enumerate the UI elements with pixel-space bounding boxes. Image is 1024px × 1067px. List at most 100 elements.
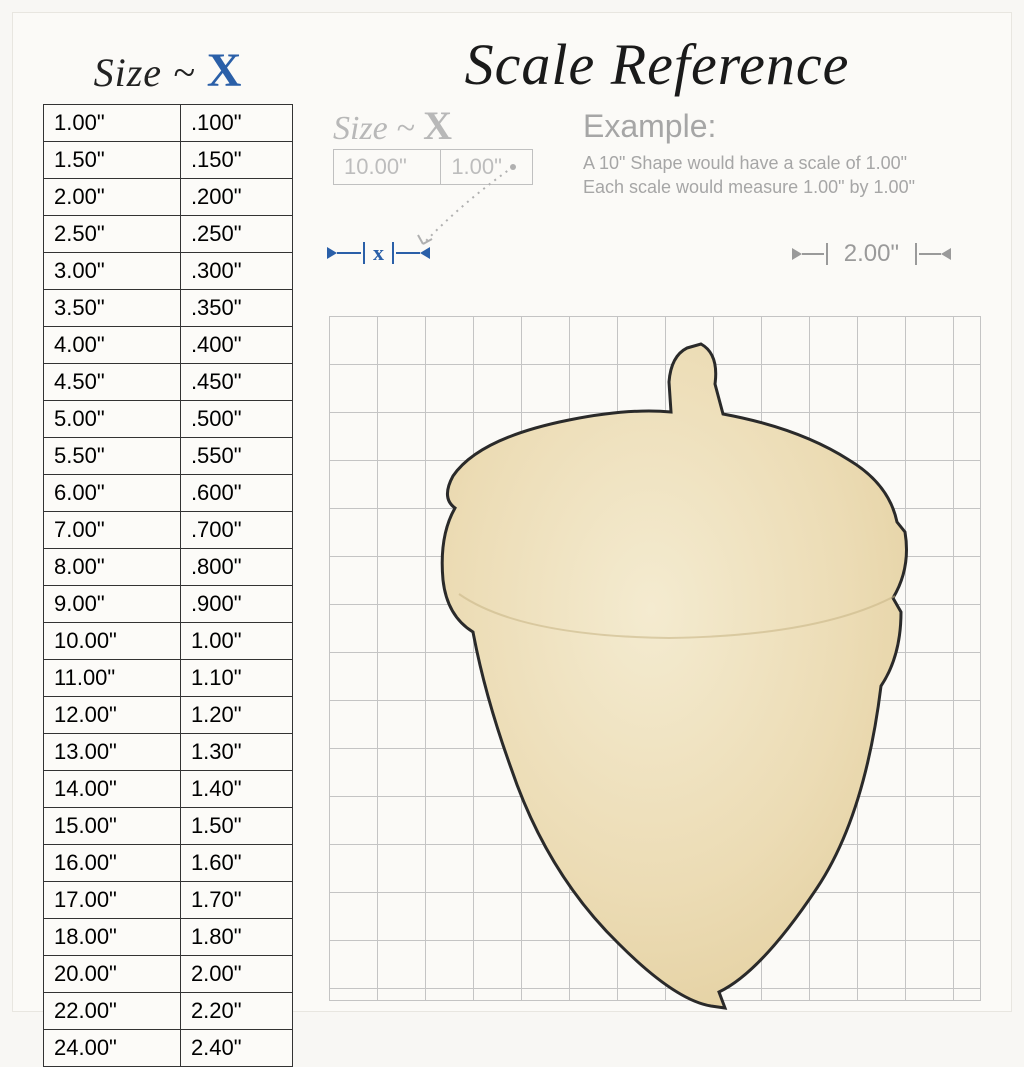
table-cell: 1.60" bbox=[180, 845, 292, 882]
table-cell: 6.00" bbox=[44, 475, 181, 512]
table-cell: 2.40" bbox=[180, 1030, 292, 1067]
example-heading: Example: bbox=[583, 108, 991, 145]
example-line-2: Each scale would measure 1.00" by 1.00" bbox=[583, 175, 991, 199]
table-row: 20.00"2.00" bbox=[44, 956, 293, 993]
table-cell: .400" bbox=[180, 327, 292, 364]
table-cell: 8.00" bbox=[44, 549, 181, 586]
indicator-line bbox=[919, 253, 941, 255]
table-row: 3.50".350" bbox=[44, 290, 293, 327]
mini-title-x: X bbox=[423, 103, 452, 148]
table-cell: 16.00" bbox=[44, 845, 181, 882]
main-title: Scale Reference bbox=[323, 31, 991, 98]
mini-size-block: Size ~ X 10.00" 1.00" bbox=[333, 102, 543, 185]
table-cell: 18.00" bbox=[44, 919, 181, 956]
table-row: 10.00"1.00" bbox=[44, 623, 293, 660]
acorn-icon bbox=[419, 336, 919, 1016]
table-row: 6.00".600" bbox=[44, 475, 293, 512]
mini-size-table: 10.00" 1.00" bbox=[333, 149, 533, 185]
table-cell: 2.50" bbox=[44, 216, 181, 253]
table-row: 2.00".200" bbox=[44, 179, 293, 216]
table-row: 14.00"1.40" bbox=[44, 771, 293, 808]
example-block: Example: A 10" Shape would have a scale … bbox=[583, 102, 991, 200]
table-cell: 1.50" bbox=[44, 142, 181, 179]
example-line-1: A 10" Shape would have a scale of 1.00" bbox=[583, 151, 991, 175]
indicator-row: x 2.00" bbox=[323, 222, 991, 282]
table-cell: 2.00" bbox=[44, 179, 181, 216]
table-row: 5.50".550" bbox=[44, 438, 293, 475]
x-indicator-label: x bbox=[373, 240, 384, 266]
table-row: 4.50".450" bbox=[44, 364, 293, 401]
mini-cell-scale: 1.00" bbox=[441, 150, 533, 185]
table-cell: 5.00" bbox=[44, 401, 181, 438]
mini-cell-size: 10.00" bbox=[334, 150, 441, 185]
table-cell: 10.00" bbox=[44, 623, 181, 660]
table-row: 5.00".500" bbox=[44, 401, 293, 438]
table-cell: 24.00" bbox=[44, 1030, 181, 1067]
table-cell: .100" bbox=[180, 105, 292, 142]
table-cell: 7.00" bbox=[44, 512, 181, 549]
table-cell: 1.50" bbox=[180, 808, 292, 845]
table-cell: 1.30" bbox=[180, 734, 292, 771]
table-cell: 4.00" bbox=[44, 327, 181, 364]
table-row: 1.00".100" bbox=[44, 105, 293, 142]
arrow-right-icon bbox=[327, 247, 337, 259]
page: Size ~ X 1.00".100"1.50".150"2.00".200"2… bbox=[12, 12, 1012, 1012]
table-row: 13.00"1.30" bbox=[44, 734, 293, 771]
indicator-tick bbox=[826, 243, 828, 265]
table-row: 8.00".800" bbox=[44, 549, 293, 586]
table-cell: 9.00" bbox=[44, 586, 181, 623]
table-row: 18.00"1.80" bbox=[44, 919, 293, 956]
indicator-tick bbox=[363, 242, 365, 264]
indicator-line bbox=[396, 252, 420, 254]
indicator-tick bbox=[392, 242, 394, 264]
table-cell: 17.00" bbox=[44, 882, 181, 919]
table-row: 10.00" 1.00" bbox=[334, 150, 533, 185]
size-table: 1.00".100"1.50".150"2.00".200"2.50".250"… bbox=[43, 104, 293, 1067]
acorn-shape bbox=[419, 336, 919, 1016]
table-cell: 14.00" bbox=[44, 771, 181, 808]
table-cell: 1.00" bbox=[44, 105, 181, 142]
table-cell: 4.50" bbox=[44, 364, 181, 401]
x-indicator: x bbox=[327, 240, 430, 266]
scale-indicator-label: 2.00" bbox=[844, 240, 899, 268]
table-cell: 3.50" bbox=[44, 290, 181, 327]
sub-row: Size ~ X 10.00" 1.00" Example: A 10" Sha… bbox=[323, 102, 991, 200]
main-region: Scale Reference Size ~ X 10.00" 1.00" Ex… bbox=[323, 31, 991, 1001]
table-cell: 1.80" bbox=[180, 919, 292, 956]
mini-title-prefix: Size ~ bbox=[333, 110, 423, 147]
table-cell: 15.00" bbox=[44, 808, 181, 845]
table-cell: .450" bbox=[180, 364, 292, 401]
table-cell: .600" bbox=[180, 475, 292, 512]
table-cell: .150" bbox=[180, 142, 292, 179]
size-table-region: Size ~ X 1.00".100"1.50".150"2.00".200"2… bbox=[43, 43, 293, 1067]
table-row: 4.00".400" bbox=[44, 327, 293, 364]
table-cell: 13.00" bbox=[44, 734, 181, 771]
table-cell: 20.00" bbox=[44, 956, 181, 993]
grid-wrap bbox=[329, 316, 981, 1001]
table-cell: 1.00" bbox=[180, 623, 292, 660]
arrow-right-icon bbox=[792, 248, 802, 260]
table-cell: .800" bbox=[180, 549, 292, 586]
table-cell: .550" bbox=[180, 438, 292, 475]
table-cell: 12.00" bbox=[44, 697, 181, 734]
table-cell: 1.40" bbox=[180, 771, 292, 808]
table-cell: 5.50" bbox=[44, 438, 181, 475]
table-row: 9.00".900" bbox=[44, 586, 293, 623]
scale-indicator: 2.00" bbox=[792, 240, 951, 268]
indicator-tick bbox=[915, 243, 917, 265]
table-cell: .200" bbox=[180, 179, 292, 216]
size-title-prefix: Size ~ bbox=[94, 50, 207, 95]
table-cell: 2.00" bbox=[180, 956, 292, 993]
table-row: 16.00"1.60" bbox=[44, 845, 293, 882]
table-row: 12.00"1.20" bbox=[44, 697, 293, 734]
table-row: 3.00".300" bbox=[44, 253, 293, 290]
size-title-x: X bbox=[207, 44, 243, 97]
table-row: 15.00"1.50" bbox=[44, 808, 293, 845]
table-row: 17.00"1.70" bbox=[44, 882, 293, 919]
table-row: 24.00"2.40" bbox=[44, 1030, 293, 1067]
table-cell: 1.10" bbox=[180, 660, 292, 697]
table-cell: .700" bbox=[180, 512, 292, 549]
mini-size-title: Size ~ X bbox=[333, 102, 543, 149]
table-cell: 1.20" bbox=[180, 697, 292, 734]
table-cell: .300" bbox=[180, 253, 292, 290]
